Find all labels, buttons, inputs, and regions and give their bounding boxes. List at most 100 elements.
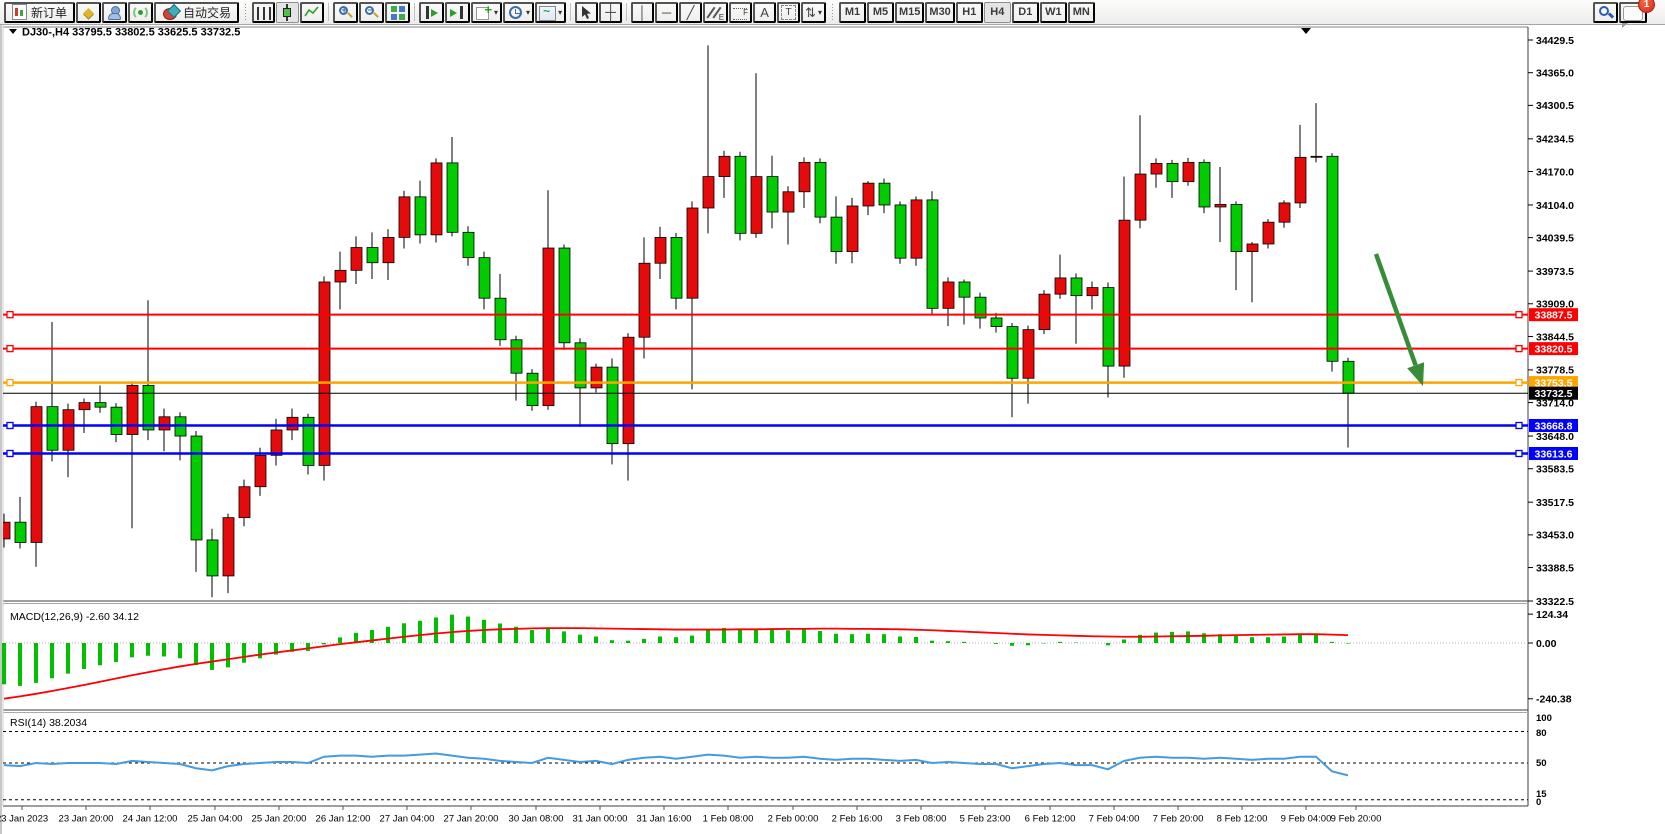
svg-text:34039.5: 34039.5	[1536, 232, 1574, 244]
svg-text:3 Feb 08:00: 3 Feb 08:00	[896, 814, 947, 825]
line-chart-button[interactable]	[300, 1, 325, 23]
timeframe-m5-button[interactable]: M5	[867, 1, 894, 23]
text-label-button[interactable]: T	[777, 1, 801, 23]
tile-windows-button[interactable]	[385, 1, 411, 23]
fibonacci-button[interactable]: F	[729, 1, 753, 23]
candle	[1342, 360, 1355, 394]
candle	[78, 402, 91, 411]
price-axis[interactable]: 34429.5 34365.0 34300.5 34234.5 34170.0 34104…	[1528, 35, 1578, 608]
crosshair-button[interactable]: ┼	[599, 1, 623, 23]
candle	[878, 182, 891, 206]
timeframe-h1-button[interactable]: H1	[955, 1, 983, 23]
timeframe-m30-button[interactable]: M30	[925, 1, 955, 23]
candlestick-chart-button[interactable]	[276, 1, 300, 23]
line-handle[interactable]	[1515, 378, 1523, 387]
notification-badge[interactable]: 1	[1638, 0, 1655, 13]
timeframe-mn-button[interactable]: MN	[1067, 1, 1095, 23]
candle	[830, 216, 843, 252]
zoom-in-button[interactable]: +	[333, 1, 359, 23]
svg-text:33453.0: 33453.0	[1536, 530, 1574, 542]
timeframe-d1-button[interactable]: D1	[1011, 1, 1039, 23]
vertical-line-button[interactable]: │	[631, 1, 655, 23]
search-icon	[1597, 4, 1614, 21]
line-handle[interactable]	[1515, 311, 1523, 319]
svg-text:33887.5: 33887.5	[1535, 309, 1573, 321]
cursor-button[interactable]	[575, 1, 599, 23]
svg-text:8 Feb 12:00: 8 Feb 12:00	[1217, 814, 1268, 825]
svg-text:7 Feb 20:00: 7 Feb 20:00	[1153, 814, 1204, 825]
line-handle[interactable]	[1515, 344, 1523, 353]
candle	[750, 176, 763, 234]
candle	[1054, 277, 1067, 295]
search-button[interactable]	[1593, 1, 1618, 23]
indicators-button[interactable]: ▾	[471, 1, 503, 23]
svg-text:1 Feb 08:00: 1 Feb 08:00	[703, 814, 754, 825]
time-axis[interactable]: 23 Jan 2023 23 Jan 20:00 24 Jan 12:00 25 Ja…	[0, 806, 1381, 825]
svg-text:9 Feb 20:00: 9 Feb 20:00	[1331, 814, 1382, 825]
horizontal-line-objects[interactable]	[3, 311, 1528, 458]
symbol-dropdown-icon[interactable]	[9, 29, 17, 34]
arrows-button[interactable]: ⇅ ▾	[801, 1, 826, 23]
svg-text:34104.0: 34104.0	[1536, 200, 1574, 212]
chart-shift-marker[interactable]	[1301, 28, 1311, 34]
svg-text:33753.5: 33753.5	[1535, 377, 1573, 389]
line-handle[interactable]	[1515, 421, 1523, 430]
trendline-button[interactable]: ╱	[679, 1, 703, 23]
timeframe-h4-button[interactable]: H4	[983, 1, 1011, 23]
line-chart-icon	[304, 6, 319, 17]
line-handle[interactable]	[6, 344, 14, 353]
line-handle[interactable]	[6, 449, 14, 458]
svg-text:0.00: 0.00	[1536, 638, 1557, 650]
candlesticks	[3, 45, 1355, 598]
horizontal-line-button[interactable]: ─	[655, 1, 679, 23]
timeframe-w1-button[interactable]: W1	[1039, 1, 1067, 23]
candle	[1038, 293, 1051, 331]
new-order-button[interactable]: 新订单	[4, 1, 76, 23]
candle	[1198, 161, 1211, 208]
svg-text:50: 50	[1536, 758, 1547, 769]
candle	[254, 454, 267, 488]
toolbar-separator	[626, 3, 628, 21]
candle	[942, 281, 955, 309]
auto-trading-button[interactable]: 自动交易	[154, 1, 240, 23]
svg-text:2 Feb 16:00: 2 Feb 16:00	[832, 814, 883, 825]
candle	[478, 257, 491, 299]
line-handle[interactable]	[6, 378, 14, 387]
auto-scroll-button[interactable]	[419, 1, 445, 23]
candle	[686, 207, 699, 299]
periods-button[interactable]: ▾	[503, 1, 535, 23]
zoom-out-button[interactable]: −	[359, 1, 385, 23]
line-handle[interactable]	[6, 311, 14, 319]
candle	[30, 406, 43, 543]
toolbar-separator	[328, 3, 330, 21]
bar-chart-button[interactable]	[252, 1, 276, 23]
line-handle[interactable]	[1515, 449, 1523, 458]
diamond-icon: ◆	[83, 3, 94, 20]
signals-button[interactable]	[128, 1, 154, 23]
channel-button[interactable]: E	[703, 1, 729, 23]
line-handle[interactable]	[6, 421, 14, 430]
candle	[926, 199, 939, 309]
candle	[1118, 219, 1131, 367]
trend-arrow-object[interactable]	[1373, 253, 1425, 386]
svg-text:33973.5: 33973.5	[1536, 266, 1574, 278]
timeframe-m15-button[interactable]: M15	[895, 1, 925, 23]
candle	[606, 366, 619, 445]
candle	[1182, 161, 1195, 183]
text-button[interactable]: A	[753, 1, 777, 23]
svg-text:33322.5: 33322.5	[1536, 596, 1574, 608]
chart-shift-button[interactable]	[445, 1, 471, 23]
svg-text:6 Feb 12:00: 6 Feb 12:00	[1025, 814, 1076, 825]
templates-button[interactable]: ▾	[535, 1, 567, 23]
accounts-button[interactable]	[102, 1, 128, 23]
chart-shift-icon	[449, 4, 466, 21]
text-icon: A	[760, 4, 769, 20]
candle	[350, 247, 363, 271]
svg-text:7 Feb 04:00: 7 Feb 04:00	[1089, 814, 1140, 825]
candle	[1214, 204, 1227, 208]
svg-text:31 Jan 00:00: 31 Jan 00:00	[573, 814, 628, 825]
candle	[910, 199, 923, 259]
market-watch-button[interactable]: ◆	[76, 1, 102, 23]
timeframe-m1-button[interactable]: M1	[839, 1, 866, 23]
